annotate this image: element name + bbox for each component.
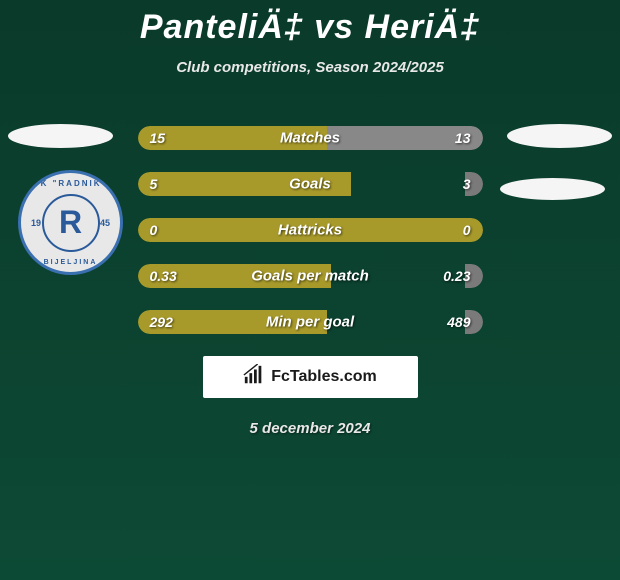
- player-left-placeholder: [8, 124, 113, 148]
- stat-row: Matches 15 13: [138, 126, 483, 150]
- date-text: 5 december 2024: [0, 420, 620, 437]
- page-title: PanteliÄ‡ vs HeriÄ‡: [0, 0, 620, 47]
- club-logo-year-left: 19: [31, 218, 41, 228]
- stat-label: Goals: [289, 176, 331, 193]
- stat-row: Goals 5 3: [138, 172, 483, 196]
- club-logo-top-text: FK "RADNIK": [34, 179, 108, 188]
- club-logo-year-right: 45: [100, 218, 110, 228]
- stat-label: Hattricks: [278, 222, 342, 239]
- club-logo-letter: R: [42, 194, 100, 252]
- brand-box[interactable]: FcTables.com: [203, 356, 418, 398]
- stat-label: Min per goal: [266, 314, 354, 331]
- stat-value-left: 15: [150, 130, 166, 146]
- brand-text: FcTables.com: [271, 368, 377, 386]
- player-right-placeholder: [507, 124, 612, 148]
- stat-value-right: 13: [455, 130, 471, 146]
- stat-row: Min per goal 292 489: [138, 310, 483, 334]
- stat-label: Goals per match: [251, 268, 369, 285]
- stat-value-left: 292: [150, 314, 173, 330]
- stat-label: Matches: [280, 130, 340, 147]
- stat-row: Hattricks 0 0: [138, 218, 483, 242]
- stats-bars: Matches 15 13 Goals 5 3 Hattricks 0 0 Goals per m…: [138, 126, 483, 334]
- stat-value-left: 5: [150, 176, 158, 192]
- chart-icon: [243, 364, 265, 391]
- stat-value-left: 0: [150, 222, 158, 238]
- club-right-placeholder: [500, 178, 605, 200]
- stat-value-right: 3: [463, 176, 471, 192]
- stat-row: Goals per match 0.33 0.23: [138, 264, 483, 288]
- club-logo-bottom-text: BIJELJINA: [44, 259, 98, 266]
- stat-value-left: 0.33: [150, 268, 177, 284]
- club-left-logo: FK "RADNIK" 19 R 45 BIJELJINA: [18, 170, 123, 275]
- stat-value-right: 489: [447, 314, 470, 330]
- stat-value-right: 0.23: [443, 268, 470, 284]
- subtitle: Club competitions, Season 2024/2025: [0, 59, 620, 76]
- stat-value-right: 0: [463, 222, 471, 238]
